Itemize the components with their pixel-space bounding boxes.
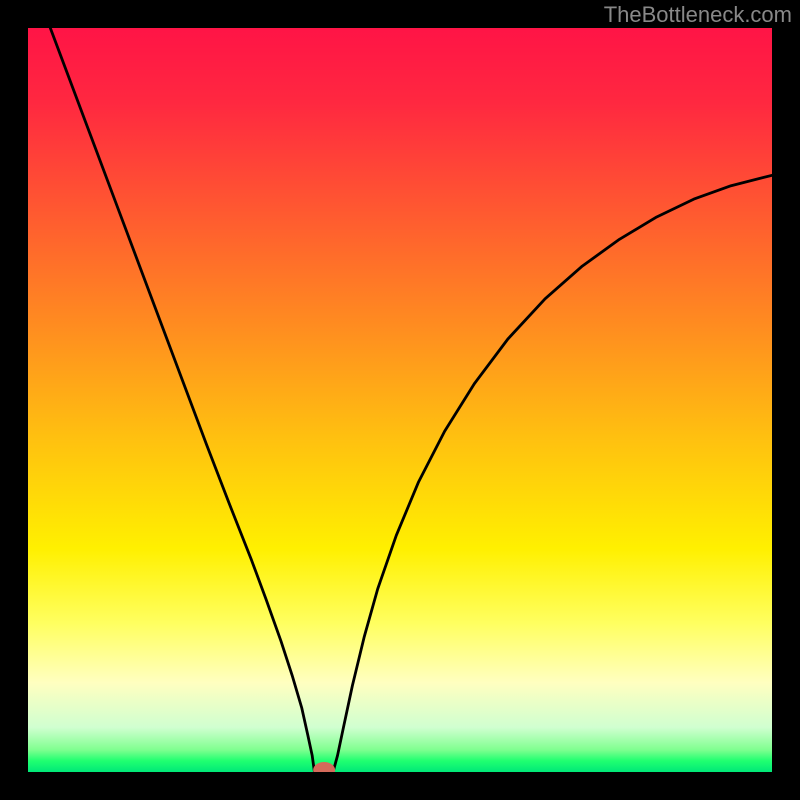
- watermark-text: TheBottleneck.com: [604, 2, 792, 28]
- chart-plot-area: [28, 28, 772, 772]
- gradient-background: [28, 28, 772, 772]
- gradient-curve-chart: [28, 28, 772, 772]
